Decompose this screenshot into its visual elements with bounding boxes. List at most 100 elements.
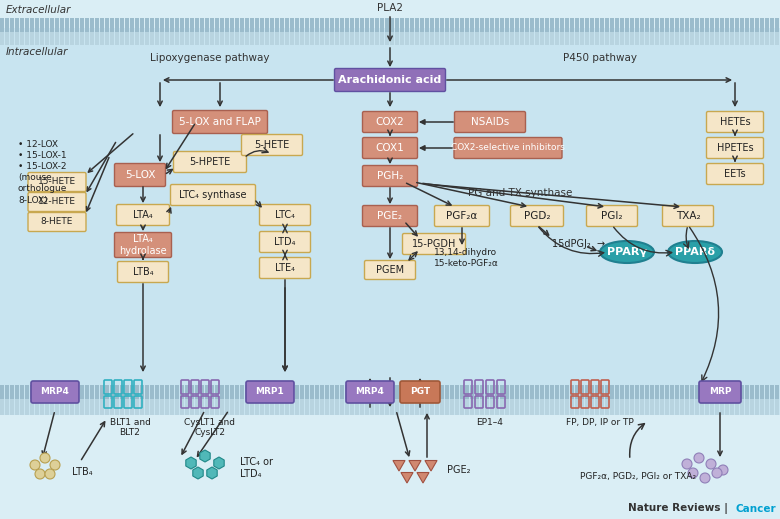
Bar (500, 385, 504, 399)
Bar (370, 399, 374, 415)
Bar (105, 399, 109, 415)
Bar (715, 385, 719, 399)
Bar (470, 385, 474, 399)
FancyBboxPatch shape (707, 138, 764, 158)
Circle shape (50, 460, 60, 470)
Bar (610, 385, 614, 399)
FancyBboxPatch shape (0, 415, 780, 519)
Bar (450, 385, 454, 399)
Bar (280, 399, 284, 415)
Bar (265, 399, 269, 415)
Bar (395, 32, 399, 45)
Bar (640, 385, 644, 399)
Bar (630, 399, 634, 415)
Text: 13,14-dihydro
15-keto-PGF₂α: 13,14-dihydro 15-keto-PGF₂α (434, 248, 498, 268)
Bar (110, 399, 114, 415)
Bar (460, 385, 464, 399)
Text: Extracellular: Extracellular (6, 5, 72, 15)
Bar (750, 385, 754, 399)
Bar (340, 32, 344, 45)
Bar (20, 399, 24, 415)
Bar (600, 399, 604, 415)
Bar (505, 385, 509, 399)
Text: 5-HPETE: 5-HPETE (190, 157, 231, 167)
Bar (525, 18, 529, 32)
Bar (240, 32, 244, 45)
Text: NSAIDs: NSAIDs (471, 117, 509, 127)
Bar (375, 18, 379, 32)
Bar (255, 385, 259, 399)
Bar (0, 385, 4, 399)
Bar (515, 32, 519, 45)
Bar (5, 385, 9, 399)
FancyBboxPatch shape (31, 381, 79, 403)
Bar (225, 32, 229, 45)
Bar (355, 399, 359, 415)
Bar (565, 385, 569, 399)
Bar (330, 399, 334, 415)
Bar (170, 32, 174, 45)
Bar (370, 18, 374, 32)
Bar (280, 32, 284, 45)
Bar (660, 18, 664, 32)
Bar (255, 18, 259, 32)
Bar (465, 32, 469, 45)
Bar (235, 385, 239, 399)
Bar (365, 32, 369, 45)
Bar (510, 18, 514, 32)
Bar (525, 32, 529, 45)
Bar (40, 32, 44, 45)
Bar (35, 399, 39, 415)
Bar (110, 32, 114, 45)
Bar (320, 32, 324, 45)
Bar (680, 399, 684, 415)
Bar (535, 32, 539, 45)
Text: 15-HETE: 15-HETE (38, 177, 76, 186)
Bar (570, 32, 574, 45)
Bar (30, 32, 34, 45)
Bar (660, 399, 664, 415)
Bar (590, 385, 594, 399)
Text: PLA2: PLA2 (377, 3, 403, 13)
Bar (720, 385, 724, 399)
Bar (15, 32, 19, 45)
Bar (700, 385, 704, 399)
Bar (690, 18, 694, 32)
Bar (310, 399, 314, 415)
Bar (740, 385, 744, 399)
Bar (445, 32, 449, 45)
Bar (275, 18, 279, 32)
Text: BLT1 and
BLT2: BLT1 and BLT2 (109, 418, 151, 438)
FancyBboxPatch shape (363, 166, 417, 186)
Bar (90, 18, 94, 32)
Bar (305, 32, 309, 45)
Bar (685, 32, 689, 45)
Bar (50, 32, 54, 45)
Bar (395, 385, 399, 399)
FancyBboxPatch shape (434, 206, 490, 226)
Bar (290, 399, 294, 415)
Bar (400, 399, 404, 415)
Bar (400, 18, 404, 32)
Bar (545, 399, 549, 415)
Bar (250, 32, 254, 45)
Bar (275, 399, 279, 415)
Bar (655, 18, 659, 32)
Bar (200, 18, 204, 32)
Text: MRP4: MRP4 (356, 388, 385, 397)
Bar (30, 399, 34, 415)
Bar (185, 32, 189, 45)
Circle shape (694, 453, 704, 463)
Bar (545, 385, 549, 399)
Bar (200, 399, 204, 415)
Bar (190, 32, 194, 45)
Bar (305, 18, 309, 32)
Bar (250, 399, 254, 415)
FancyBboxPatch shape (0, 45, 780, 385)
Bar (745, 399, 749, 415)
Bar (310, 18, 314, 32)
Bar (265, 32, 269, 45)
Bar (665, 32, 669, 45)
Bar (505, 32, 509, 45)
Bar (620, 399, 624, 415)
